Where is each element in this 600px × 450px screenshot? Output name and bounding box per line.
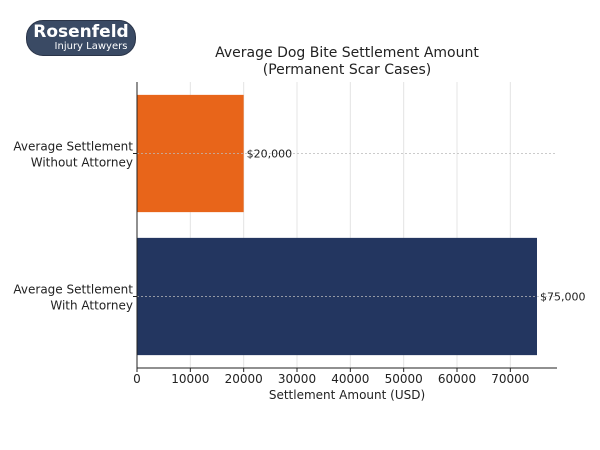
x-tick-label: 0: [133, 372, 141, 386]
rosenfeld-logo: Rosenfeld Injury Lawyers: [26, 20, 136, 56]
x-tick-label: 70000: [491, 372, 529, 386]
x-tick-label: 30000: [278, 372, 316, 386]
x-tick-label: 50000: [385, 372, 423, 386]
y-tick-label: With Attorney: [50, 299, 133, 313]
x-tick-label: 40000: [331, 372, 369, 386]
x-tick-label: 60000: [438, 372, 476, 386]
y-tick-label: Average Settlement: [13, 140, 133, 154]
logo-name: Rosenfeld: [33, 22, 129, 42]
x-tick-label: 20000: [225, 372, 263, 386]
logo-tagline: Injury Lawyers: [54, 41, 128, 52]
chart-subtitle: (Permanent Scar Cases): [263, 62, 431, 78]
data-label: $20,000: [247, 148, 293, 161]
x-tick-label: 10000: [171, 372, 209, 386]
chart-title: Average Dog Bite Settlement Amount: [215, 45, 479, 61]
y-tick-label: Average Settlement: [13, 283, 133, 297]
x-axis-label: Settlement Amount (USD): [269, 388, 425, 402]
y-tick-label: Without Attorney: [31, 156, 133, 170]
data-label: $75,000: [540, 291, 586, 304]
